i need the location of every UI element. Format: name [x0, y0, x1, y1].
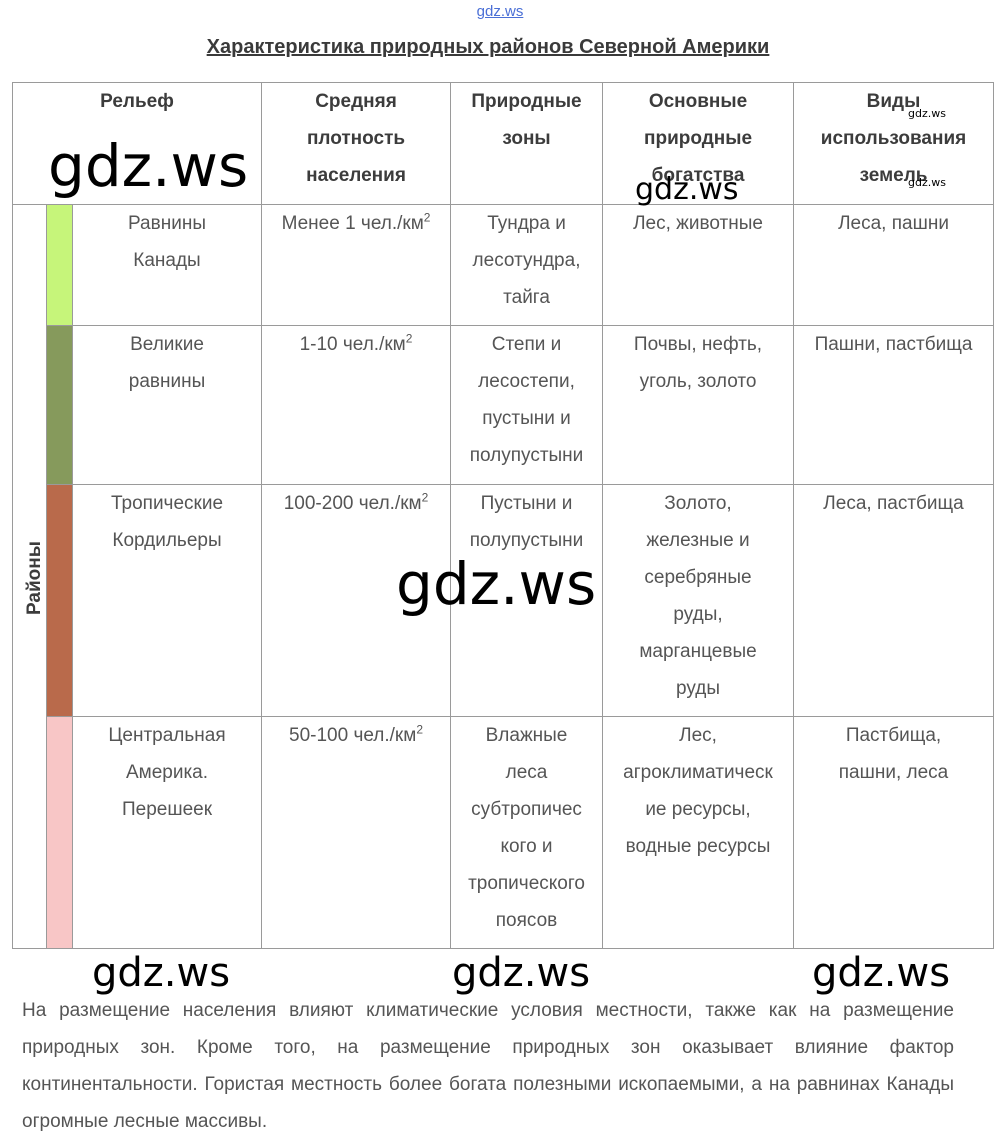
stripe-cordilleras — [46, 484, 73, 717]
stripe-great-plains — [46, 325, 73, 485]
table-row: Центральная Америка. Перешеек 50-100 чел… — [13, 716, 995, 949]
cell-zones: Тундра и лесотундра, тайга — [450, 204, 604, 326]
cell-density: 1-10 чел./км2 — [261, 325, 452, 485]
cell-relief: Тропические Кордильеры — [71, 484, 263, 717]
cell-land-use: Леса, пастбища — [793, 484, 995, 717]
cell-zones: Степи и лесостепи, пустыни и полупустыни — [450, 325, 604, 485]
cell-density: 50-100 чел./км2 — [261, 716, 452, 949]
side-label: Районы — [24, 541, 45, 615]
cell-land-use: Пастбища, пашни, леса — [793, 716, 995, 949]
cell-land-use: Пашни, пастбища — [793, 325, 995, 485]
cell-relief: Равнины Канады — [71, 204, 263, 326]
cell-density: 100-200 чел./км2 — [261, 484, 452, 717]
cell-relief: Центральная Америка. Перешеек — [71, 716, 263, 949]
table-row: Районы Равнины Канады Менее 1 чел./км2 Т… — [12, 204, 995, 949]
header-resources: Основные природные богатства — [602, 82, 795, 205]
watermark-top: gdz.ws — [476, 3, 524, 20]
stripe-canada — [46, 204, 73, 326]
header-density: Средняя плотность населения — [261, 82, 452, 205]
header-zones: Природные зоны — [450, 82, 604, 205]
header-land-use: Виды использования земель — [793, 82, 995, 205]
watermark: gdz.ws — [92, 950, 231, 996]
cell-zones: Влажные леса субтропичес кого и тропичес… — [450, 716, 604, 949]
table-row: Великие равнины 1-10 чел./км2 Степи и ле… — [13, 325, 995, 485]
cell-resources: Золото, железные и серебряные руды, марг… — [602, 484, 795, 717]
cell-resources: Лес, агроклиматическ ие ресурсы, водные … — [602, 716, 795, 949]
regions-table: Рельеф Средняя плотность населения Приро… — [11, 82, 995, 949]
cell-relief: Великие равнины — [71, 325, 263, 485]
conclusion-paragraph: На размещение населения влияют климатиче… — [22, 1000, 954, 1132]
header-row: Рельеф Средняя плотность населения Приро… — [11, 82, 995, 205]
page-title: Характеристика природных районов Северно… — [206, 36, 770, 58]
stripe-central-america — [46, 716, 73, 949]
cell-density: Менее 1 чел./км2 — [261, 204, 452, 326]
watermark: gdz.ws — [452, 950, 591, 996]
cell-land-use: Леса, пашни — [793, 204, 995, 326]
watermark: gdz.ws — [812, 950, 951, 996]
header-relief: Рельеф — [11, 82, 263, 205]
cell-zones: Пустыни и полупустыни — [450, 484, 604, 717]
cell-resources: Лес, животные — [602, 204, 795, 326]
side-label-cell: Районы — [12, 204, 47, 949]
cell-resources: Почвы, нефть, уголь, золото — [602, 325, 795, 485]
table-row: Тропические Кордильеры 100-200 чел./км2 … — [13, 484, 995, 717]
